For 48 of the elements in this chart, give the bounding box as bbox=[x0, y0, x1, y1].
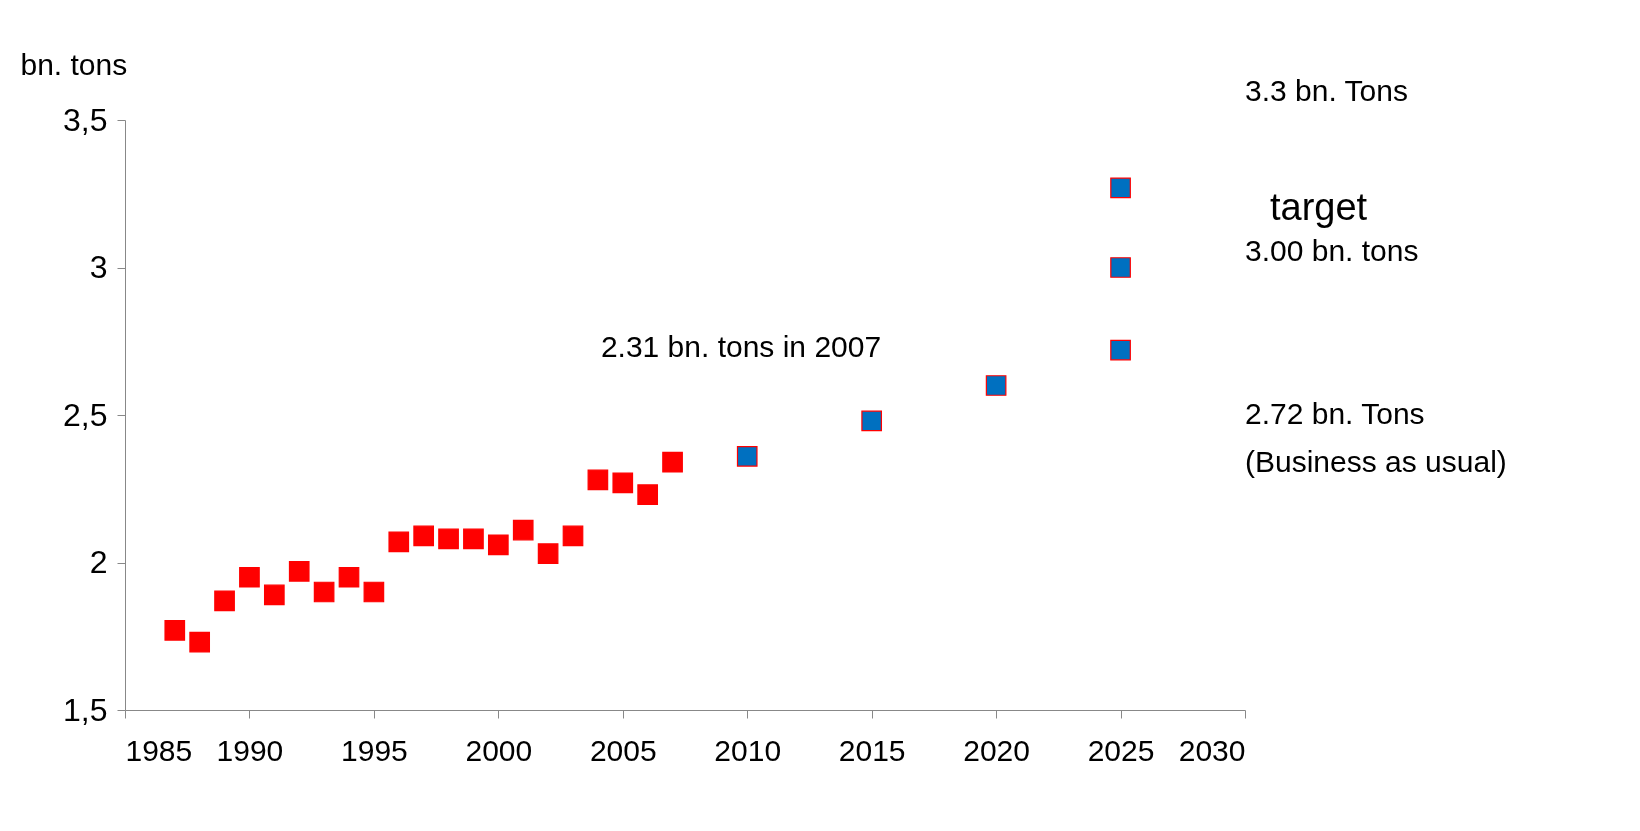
point bbox=[985, 375, 1007, 396]
annotation: 3.00 bn. tons bbox=[1245, 234, 1419, 267]
point bbox=[313, 581, 335, 603]
point bbox=[164, 620, 186, 641]
x-tick-label: 1985 bbox=[125, 733, 193, 767]
point bbox=[239, 566, 260, 588]
point bbox=[263, 584, 285, 606]
y-tick-label: 3 bbox=[89, 249, 108, 285]
x-tick-label: 2030 bbox=[1178, 733, 1246, 767]
point bbox=[388, 531, 410, 553]
point bbox=[1110, 257, 1131, 278]
point bbox=[612, 472, 634, 494]
point bbox=[512, 519, 534, 541]
text: 3.3 bn. Tons bbox=[1245, 74, 1408, 107]
y-tick-label: 1,5 bbox=[63, 691, 108, 728]
x-tick-label: 2025 bbox=[1087, 733, 1155, 767]
x-tick-label: 2000 bbox=[465, 733, 533, 767]
x-tick-label: 2015 bbox=[838, 733, 906, 767]
x-tick-label: 2020 bbox=[963, 733, 1030, 767]
point bbox=[363, 581, 385, 603]
y-tick-label: 3,5 bbox=[63, 101, 108, 138]
point bbox=[288, 561, 310, 582]
annotation: 2.72 bn. Tons (Business as usual) bbox=[1245, 397, 1507, 478]
point bbox=[1110, 177, 1131, 199]
x-tick-label: 1990 bbox=[216, 733, 284, 767]
point bbox=[413, 525, 435, 547]
point bbox=[662, 451, 683, 473]
text: target bbox=[1270, 186, 1368, 228]
y-axis-title: bn. tons bbox=[20, 47, 128, 81]
point bbox=[861, 410, 883, 432]
x-tick-label: 1995 bbox=[341, 733, 408, 767]
point bbox=[189, 631, 211, 653]
point bbox=[487, 534, 509, 556]
point bbox=[438, 528, 459, 550]
point bbox=[587, 469, 609, 491]
point bbox=[537, 543, 559, 564]
y-tick-label: 2 bbox=[89, 544, 108, 580]
point bbox=[736, 445, 758, 467]
y-tick-label: 2,5 bbox=[63, 396, 108, 433]
point bbox=[338, 566, 360, 588]
point bbox=[214, 590, 235, 612]
point bbox=[637, 484, 659, 505]
point bbox=[1110, 339, 1131, 361]
point bbox=[562, 525, 584, 547]
x-tick-label: 2010 bbox=[714, 733, 782, 767]
annotation: 2.31 bn. tons in 2007 bbox=[600, 330, 882, 363]
point bbox=[463, 528, 484, 550]
x-tick-label: 2005 bbox=[589, 733, 657, 767]
